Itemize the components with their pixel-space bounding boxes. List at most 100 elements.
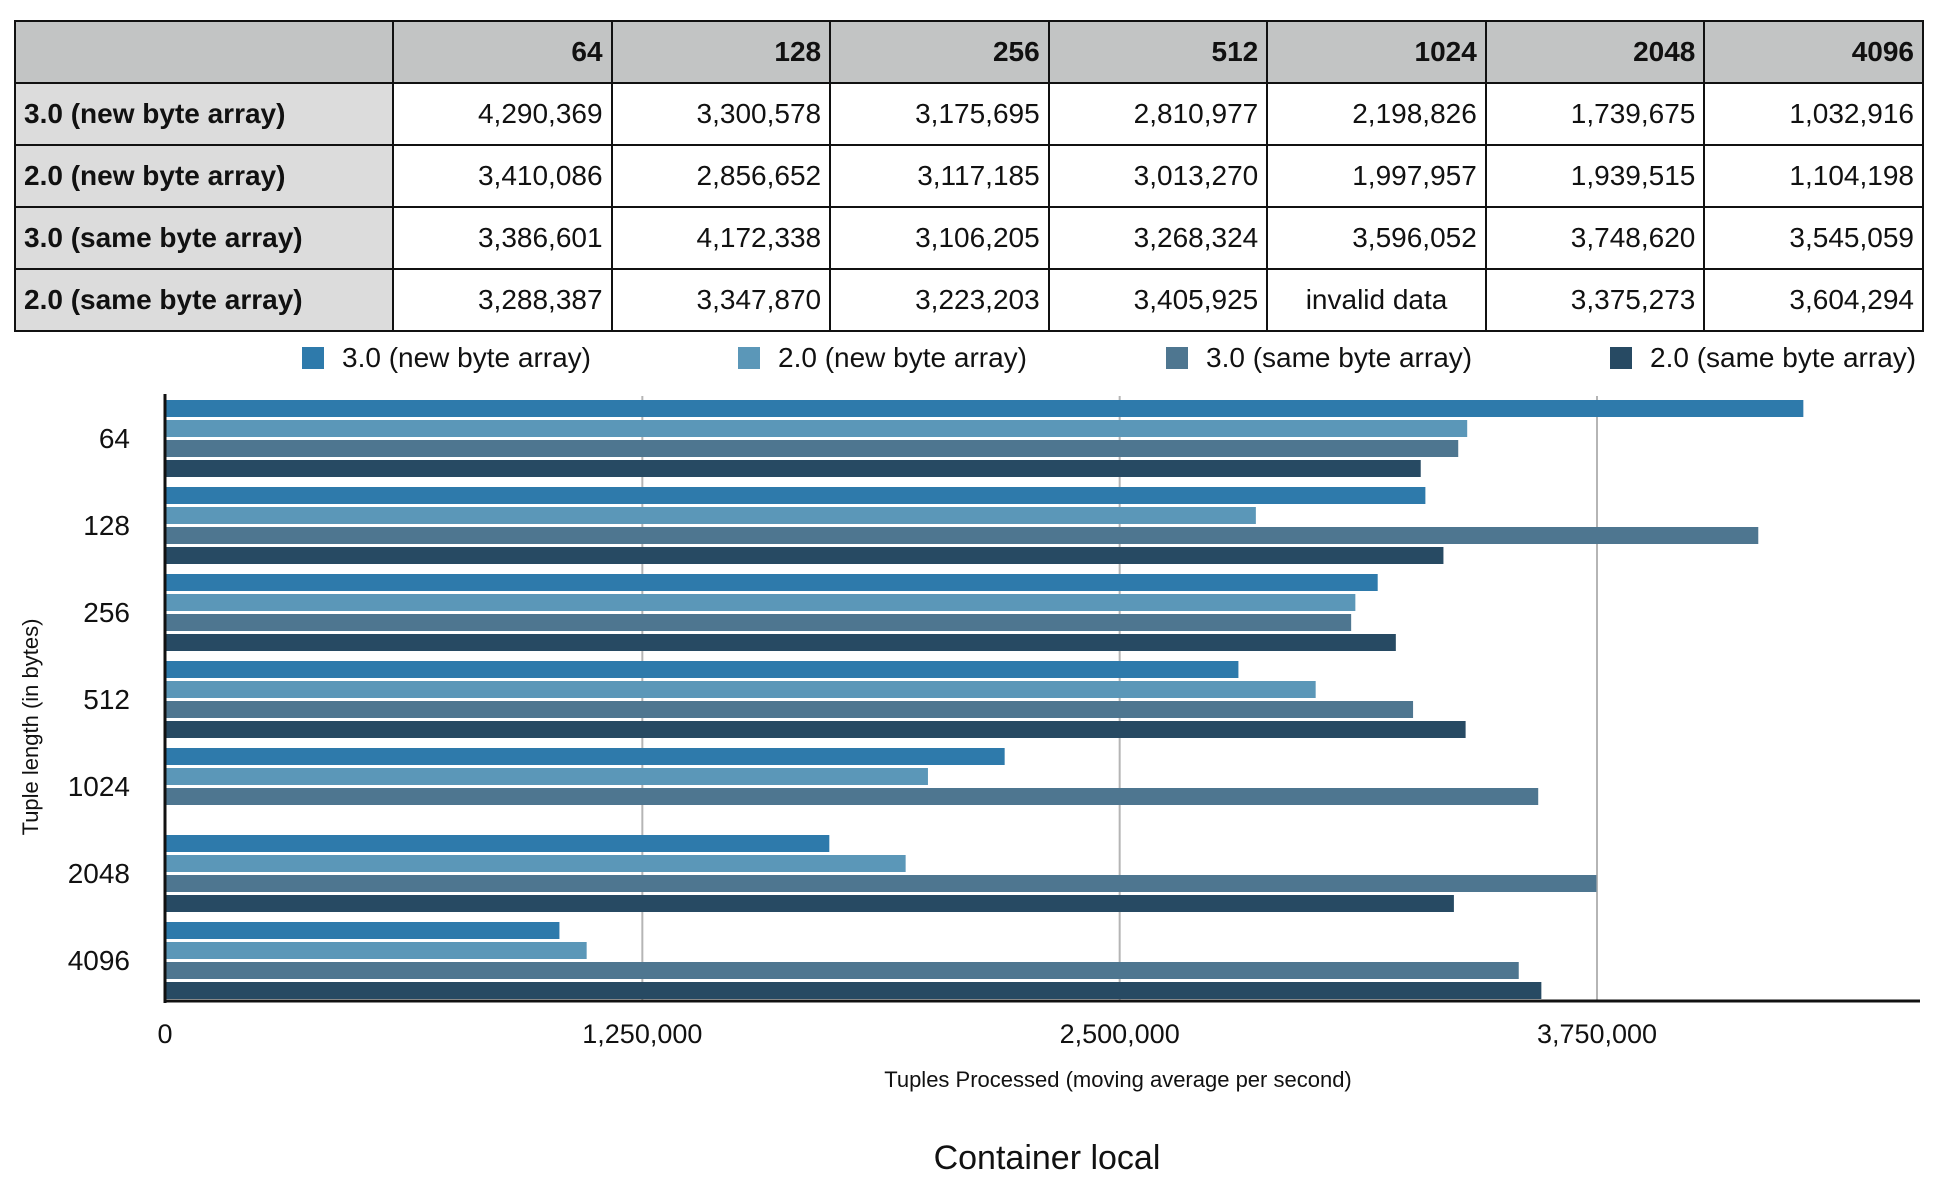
bar	[165, 748, 1005, 765]
y-tick-label: 256	[83, 597, 130, 628]
table-cell: 3,347,870	[610, 268, 832, 332]
table-cell: 3,288,387	[392, 268, 613, 332]
table-cell: 3,223,203	[829, 268, 1050, 332]
axes	[163, 394, 1920, 1003]
table-row: 2.0 (new byte array) 3,410,086 2,856,652…	[14, 144, 1924, 208]
table-cell: 1,939,515	[1484, 144, 1706, 208]
y-tick-labels: 64 128 256 512 1024 2048 4096	[68, 423, 130, 976]
bar	[165, 855, 906, 872]
column-header: 512	[1047, 20, 1269, 84]
table-cell: 3,117,185	[829, 144, 1050, 208]
table-cell: 3,175,695	[829, 82, 1050, 146]
y-tick-label: 64	[99, 423, 130, 454]
bar	[165, 942, 587, 959]
table-cell: 3,375,273	[1484, 268, 1706, 332]
x-tick-label: 3,750,000	[1537, 1019, 1657, 1049]
bar	[165, 634, 1396, 651]
column-header: 128	[610, 20, 832, 84]
x-axis-label: Tuples Processed (moving average per sec…	[884, 1067, 1352, 1092]
column-header: 2048	[1484, 20, 1706, 84]
table-cell: 3,545,059	[1703, 206, 1924, 270]
bar	[165, 721, 1466, 738]
x-tick-labels: 0 1,250,000 2,500,000 3,750,000	[157, 1019, 1657, 1049]
table-cell: 3,106,205	[829, 206, 1050, 270]
row-header: 3.0 (new byte array)	[14, 82, 394, 146]
bar	[165, 768, 928, 785]
x-tick-label: 1,250,000	[582, 1019, 702, 1049]
column-header: 256	[829, 20, 1050, 84]
table-row: 3.0 (same byte array) 3,386,601 4,172,33…	[14, 206, 1924, 270]
table-cell: 4,290,369	[392, 82, 613, 146]
bar	[165, 962, 1519, 979]
bar	[165, 922, 560, 939]
table-cell: 3,748,620	[1484, 206, 1706, 270]
bar	[165, 594, 1356, 611]
table-cell: 3,300,578	[610, 82, 832, 146]
row-header: 2.0 (same byte array)	[14, 268, 394, 332]
y-tick-label: 512	[83, 684, 130, 715]
y-axis-label: Tuple length (in bytes)	[18, 619, 43, 836]
bar	[165, 487, 1426, 504]
table-cell-invalid: invalid data	[1266, 268, 1487, 332]
table-cell: 1,739,675	[1484, 82, 1706, 146]
table-row: 3.0 (new byte array) 4,290,369 3,300,578…	[14, 82, 1924, 146]
table-row: 2.0 (same byte array) 3,288,387 3,347,87…	[14, 268, 1924, 332]
x-tick-label: 2,500,000	[1060, 1019, 1180, 1049]
legend-swatch	[738, 347, 760, 369]
column-header: 4096	[1703, 20, 1924, 84]
chart-title: Container local	[934, 1139, 1161, 1177]
table-cell: 3,596,052	[1266, 206, 1487, 270]
bar	[165, 527, 1759, 544]
bar	[165, 547, 1444, 564]
table-cell: 2,198,826	[1266, 82, 1487, 146]
bar	[165, 420, 1468, 437]
y-tick-label: 2048	[68, 858, 130, 889]
y-tick-label: 4096	[68, 945, 130, 976]
table-cell: 1,104,198	[1703, 144, 1924, 208]
bars	[165, 400, 1804, 999]
table-cell: 3,405,925	[1047, 268, 1269, 332]
table-cell: 3,268,324	[1047, 206, 1269, 270]
bar	[165, 982, 1542, 999]
legend: 3.0 (new byte array) 2.0 (new byte array)…	[302, 342, 1916, 373]
bar	[165, 614, 1352, 631]
row-header: 2.0 (new byte array)	[14, 144, 394, 208]
y-tick-label: 128	[83, 510, 130, 541]
table-cell: 3,386,601	[392, 206, 613, 270]
bar	[165, 440, 1459, 457]
data-table: 64 128 256 512 1024 2048 4096 3.0 (new b…	[14, 20, 1924, 332]
column-header: 64	[392, 20, 613, 84]
bar	[165, 895, 1454, 912]
bar	[165, 875, 1597, 892]
table-cell: 2,856,652	[610, 144, 832, 208]
legend-swatch	[1166, 347, 1188, 369]
bar	[165, 507, 1256, 524]
bar	[165, 460, 1421, 477]
bar	[165, 701, 1414, 718]
bar	[165, 574, 1378, 591]
legend-label: 2.0 (same byte array)	[1650, 342, 1916, 373]
table-cell: 1,032,916	[1703, 82, 1924, 146]
legend-swatch	[302, 347, 324, 369]
table-cell: 2,810,977	[1047, 82, 1269, 146]
legend-label: 2.0 (new byte array)	[778, 342, 1027, 373]
legend-swatch	[1610, 347, 1632, 369]
legend-label: 3.0 (same byte array)	[1206, 342, 1472, 373]
table-cell: 1,997,957	[1266, 144, 1487, 208]
table-cell: 3,013,270	[1047, 144, 1269, 208]
table-cell: 3,410,086	[392, 144, 613, 208]
bar	[165, 788, 1539, 805]
y-tick-label: 1024	[68, 771, 130, 802]
x-tick-label: 0	[157, 1019, 172, 1049]
column-header: 1024	[1266, 20, 1487, 84]
table-corner-cell	[14, 20, 394, 84]
bar	[165, 835, 830, 852]
bar	[165, 681, 1316, 698]
bar	[165, 661, 1239, 678]
table-cell: 4,172,338	[610, 206, 832, 270]
table-cell: 3,604,294	[1703, 268, 1924, 332]
legend-label: 3.0 (new byte array)	[342, 342, 591, 373]
table-header-row: 64 128 256 512 1024 2048 4096	[14, 20, 1924, 84]
row-header: 3.0 (same byte array)	[14, 206, 394, 270]
